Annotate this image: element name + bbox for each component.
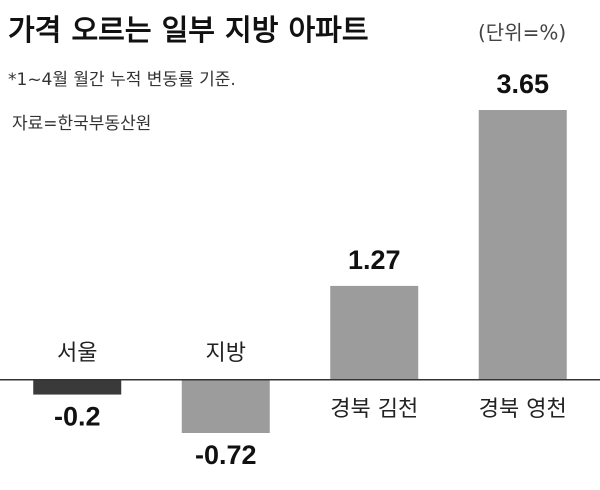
bar: [181, 379, 270, 433]
bar: [478, 110, 567, 380]
x-tick-label: 서울: [57, 341, 97, 366]
value-label: 1.27: [348, 245, 401, 275]
x-tick-label: 지방: [206, 341, 246, 366]
x-tick-label: 경북 영천: [479, 397, 567, 422]
x-tick-label: 경북 김천: [330, 397, 418, 422]
value-label: -0.2: [54, 402, 101, 432]
chart-subtitle: (단위=%): [478, 21, 566, 45]
bar: [330, 285, 419, 380]
annotation: 자료=한국부동산원: [12, 114, 151, 134]
value-label: -0.72: [195, 440, 257, 470]
chart-title: 가격 오르는 일부 지방 아파트: [8, 13, 369, 47]
bar: [33, 379, 122, 395]
annotation: *1~4월 월간 누적 변동률 기준.: [8, 70, 236, 90]
value-label: 3.65: [496, 69, 549, 99]
